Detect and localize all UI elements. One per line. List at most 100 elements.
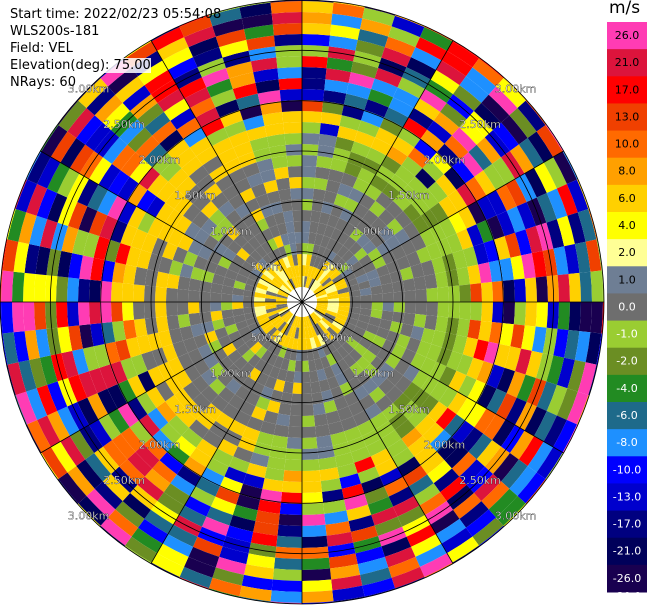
colorbar-tick-label: 10.0	[615, 138, 640, 151]
range-gate	[452, 40, 480, 59]
range-gate	[356, 356, 371, 371]
range-gate	[473, 339, 489, 362]
range-gate	[362, 330, 376, 343]
range-gate	[181, 156, 203, 177]
range-gate	[274, 319, 285, 330]
range-gate	[384, 476, 409, 497]
colorbar-tick-label: 8.0	[618, 165, 636, 178]
range-gate	[309, 314, 318, 325]
range-gate	[78, 278, 91, 302]
range-gate	[165, 209, 184, 229]
range-gate	[200, 369, 218, 386]
range-gate	[27, 151, 51, 185]
range-gate	[265, 298, 277, 302]
range-gate	[302, 502, 325, 515]
range-gate	[316, 299, 328, 302]
range-gate	[585, 332, 602, 365]
range-gate	[278, 188, 292, 202]
range-gate	[265, 302, 277, 306]
range-gate	[79, 255, 94, 280]
range-gate	[459, 284, 471, 302]
range-gate	[222, 276, 236, 288]
range-gate	[368, 276, 382, 288]
range-gate	[221, 309, 234, 319]
range-gate	[347, 436, 367, 453]
range-gate	[334, 372, 348, 387]
range-gate	[375, 457, 398, 477]
range-gate	[320, 235, 331, 249]
range-gate	[456, 183, 477, 207]
range-gate	[430, 69, 460, 95]
range-gate	[313, 310, 324, 320]
range-gate	[343, 354, 357, 368]
range-gate	[363, 225, 379, 241]
range-gate	[495, 184, 517, 211]
range-gate	[117, 379, 137, 403]
range-gate	[348, 400, 365, 417]
range-gate	[543, 157, 567, 189]
range-gate	[334, 452, 355, 468]
range-gate	[576, 179, 590, 209]
range-gate	[100, 280, 113, 302]
range-gate	[1, 270, 14, 302]
range-gate	[146, 196, 166, 218]
velocity-colorbar: 26.021.017.013.010.08.06.04.02.01.00.0-1…	[607, 22, 647, 603]
colorbar-cell	[607, 239, 647, 267]
range-gate	[174, 435, 197, 457]
range-gate	[179, 15, 213, 38]
range-gate	[137, 476, 164, 502]
range-gate	[334, 278, 346, 287]
range-gate	[476, 195, 497, 220]
range-gate	[276, 56, 302, 69]
range-label: 500m	[251, 332, 283, 345]
range-gate	[271, 12, 302, 25]
range-gate	[168, 415, 189, 436]
range-gate	[302, 210, 312, 222]
range-gate	[436, 347, 453, 367]
range-gate	[314, 358, 324, 371]
range-gate	[179, 325, 194, 341]
range-gate	[505, 397, 527, 425]
range-gate	[388, 411, 408, 430]
range-gate	[266, 310, 279, 318]
range-gate	[362, 349, 377, 364]
range-gate	[302, 426, 317, 438]
range-gate	[337, 358, 350, 373]
range-gate	[233, 314, 246, 324]
range-gate	[407, 435, 430, 457]
range-gate	[345, 336, 359, 349]
range-gate	[217, 147, 238, 166]
range-gate	[196, 146, 218, 166]
range-gate	[567, 212, 586, 244]
range-gate	[403, 364, 420, 382]
range-gate	[147, 217, 166, 238]
range-gate	[72, 229, 89, 256]
range-gate	[400, 400, 420, 420]
range-gate	[534, 162, 557, 193]
range-gate	[276, 413, 291, 427]
range-gate	[419, 492, 447, 516]
range-gate	[321, 317, 332, 327]
range-gate	[168, 259, 184, 277]
range-gate	[276, 293, 288, 299]
range-gate	[255, 245, 268, 259]
range-gate	[241, 260, 255, 273]
range-gate	[375, 420, 395, 439]
range-gate	[264, 122, 285, 137]
range-label: 1.00km	[352, 225, 394, 238]
range-gate	[343, 272, 356, 283]
range-gate	[371, 302, 384, 311]
range-gate	[76, 459, 103, 489]
start-time: Start time: 2022/02/23 05:54:08	[10, 7, 222, 22]
range-gate	[393, 393, 412, 412]
range-gate	[397, 456, 421, 477]
range-gate	[125, 246, 142, 267]
range-gate	[219, 546, 249, 565]
range-gate	[196, 174, 216, 193]
range-gate	[451, 127, 477, 153]
range-gate	[370, 137, 392, 156]
range-gate	[456, 318, 471, 338]
range-gate	[76, 115, 103, 145]
range-gate	[151, 26, 180, 42]
colorbar-cell	[607, 103, 647, 132]
